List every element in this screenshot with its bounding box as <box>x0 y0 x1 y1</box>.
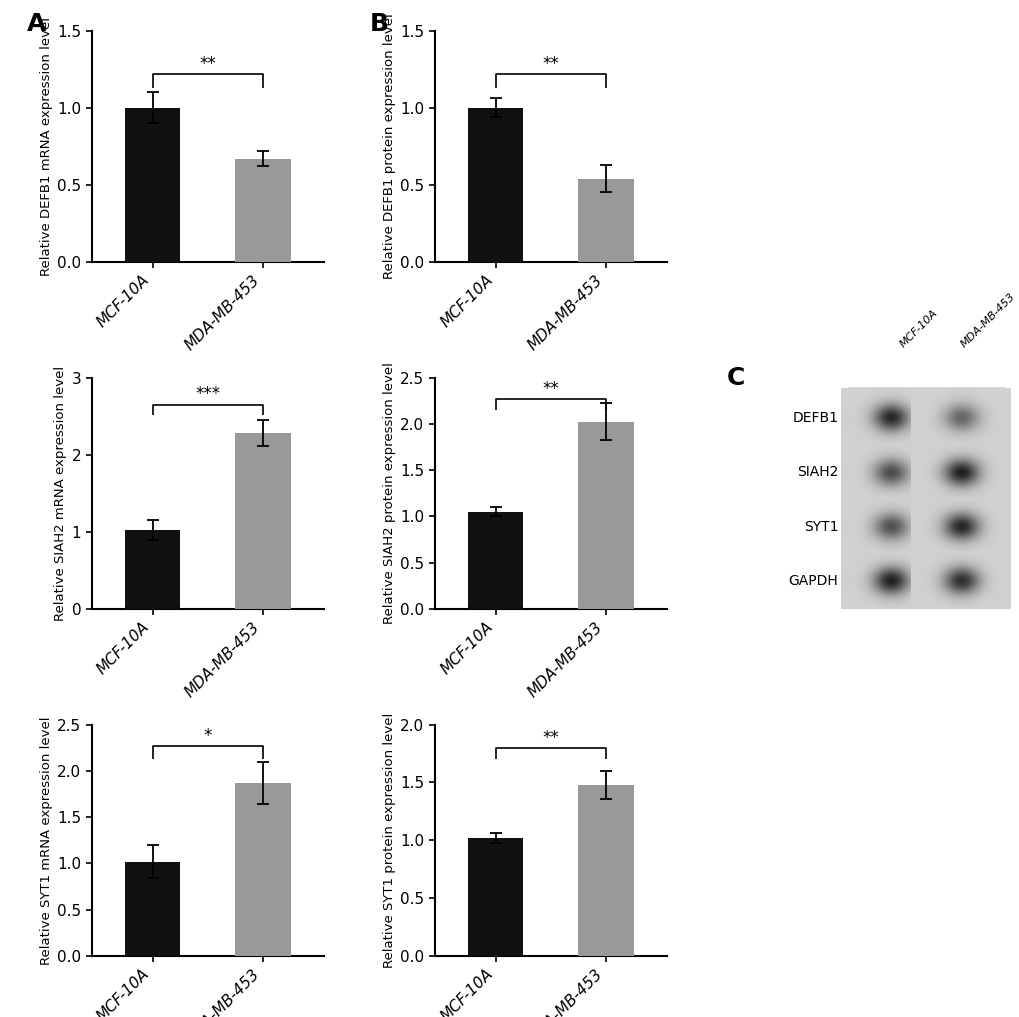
Text: **: ** <box>542 379 558 398</box>
Text: SIAH2: SIAH2 <box>796 465 838 479</box>
Bar <box>124 108 180 261</box>
Text: C: C <box>727 366 745 390</box>
Text: SYT1: SYT1 <box>803 520 838 534</box>
Bar <box>468 838 523 956</box>
Text: **: ** <box>542 55 558 72</box>
Y-axis label: Relative SIAH2 mRNA expression level: Relative SIAH2 mRNA expression level <box>54 366 67 620</box>
Text: **: ** <box>199 55 216 72</box>
Bar <box>124 530 180 609</box>
Text: MDA-MB-453: MDA-MB-453 <box>958 292 1016 350</box>
Bar <box>578 179 633 261</box>
Bar <box>578 785 633 956</box>
Bar <box>468 108 523 261</box>
Bar <box>847 386 1004 604</box>
Text: A: A <box>26 12 46 36</box>
Text: MCF-10A: MCF-10A <box>898 308 940 350</box>
Bar <box>847 488 1004 503</box>
Y-axis label: Relative DEFB1 protein expression level: Relative DEFB1 protein expression level <box>383 13 395 279</box>
Text: **: ** <box>542 728 558 746</box>
Bar <box>235 159 290 261</box>
Y-axis label: Relative SYT1 protein expression level: Relative SYT1 protein expression level <box>383 713 395 968</box>
Y-axis label: Relative SIAH2 protein expression level: Relative SIAH2 protein expression level <box>383 362 395 624</box>
Text: B: B <box>370 12 388 36</box>
Bar <box>468 512 523 609</box>
Bar <box>235 433 290 609</box>
Text: DEFB1: DEFB1 <box>792 411 838 425</box>
Text: ***: *** <box>195 385 220 404</box>
Bar <box>578 422 633 609</box>
Y-axis label: Relative DEFB1 mRNA expression level: Relative DEFB1 mRNA expression level <box>40 16 53 276</box>
Bar <box>847 542 1004 557</box>
Bar <box>124 861 180 956</box>
Text: *: * <box>204 727 212 744</box>
Bar <box>847 433 1004 448</box>
Y-axis label: Relative SYT1 mRNA expression level: Relative SYT1 mRNA expression level <box>40 716 53 964</box>
Text: GAPDH: GAPDH <box>788 574 838 588</box>
Bar <box>235 783 290 956</box>
